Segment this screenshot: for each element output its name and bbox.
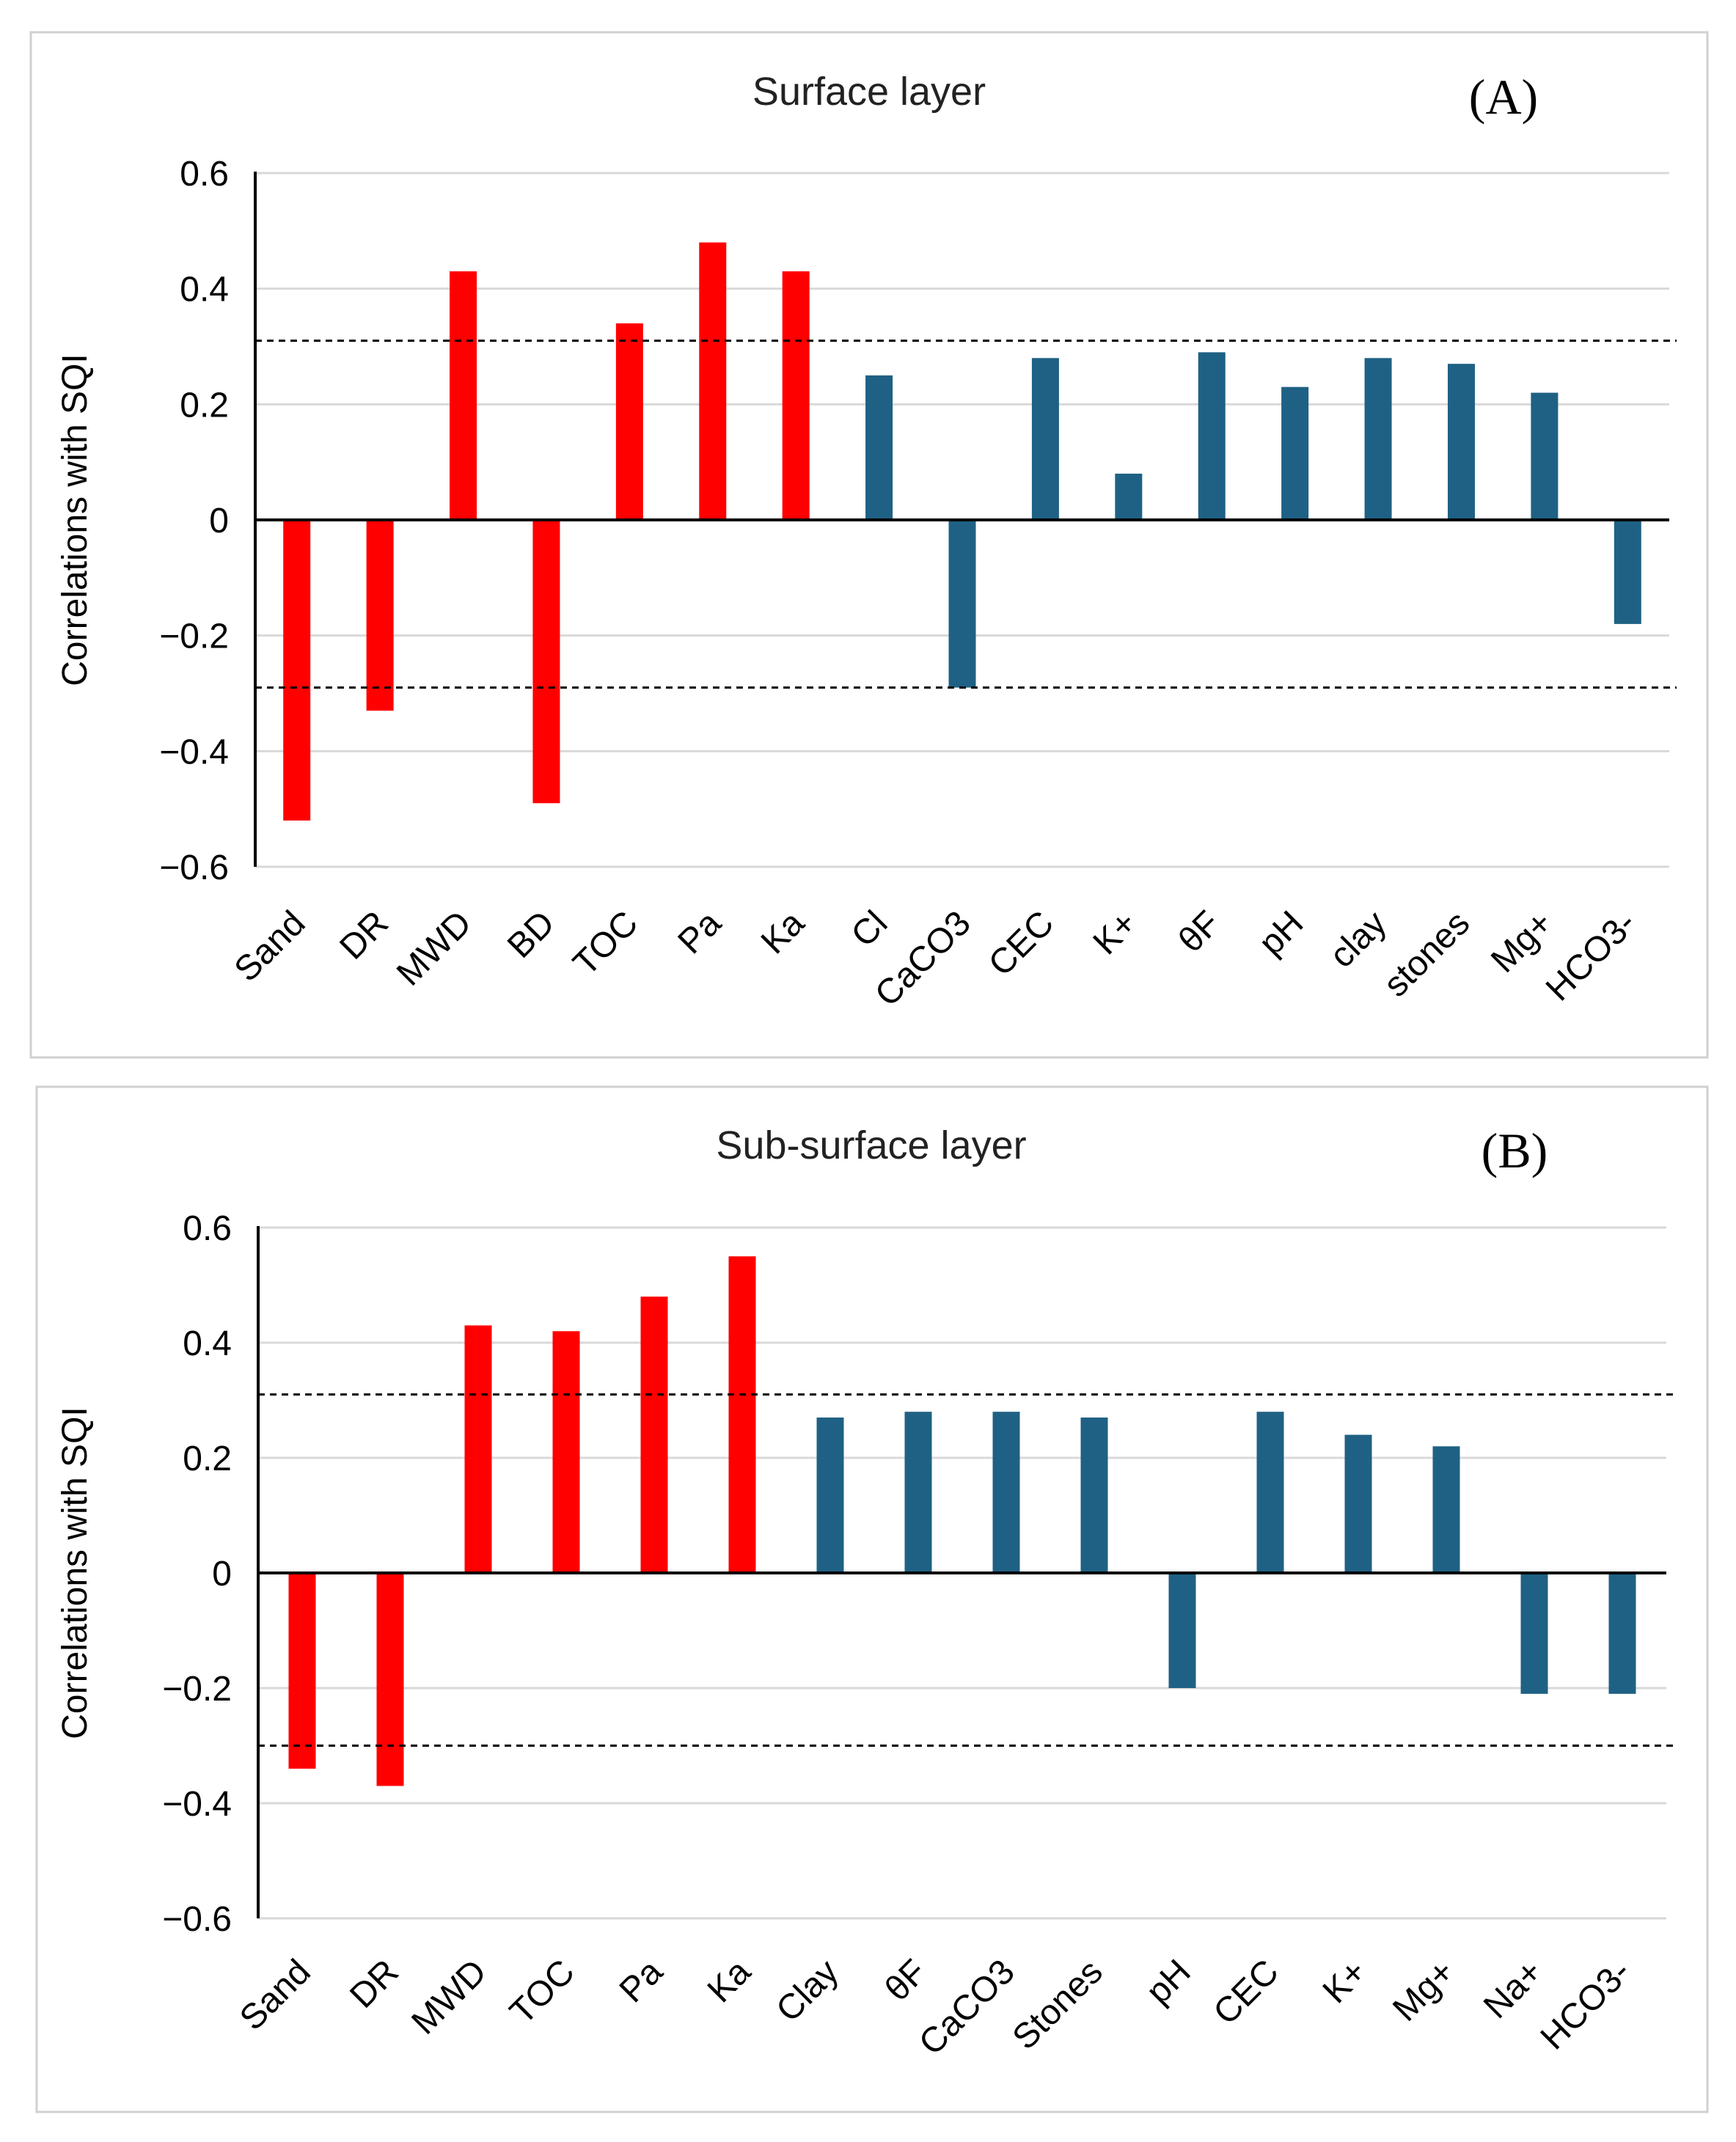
y-tick-label: 0.2 [183, 1439, 232, 1478]
bar-pH [1168, 1573, 1196, 1688]
bar-K+ [1115, 473, 1143, 520]
bar-Na+ [1520, 1573, 1548, 1694]
bar-θF [904, 1412, 932, 1573]
y-axis-label: Correlations with SQI [56, 353, 95, 686]
bar-DR [366, 520, 394, 711]
y-tick-label: −0.2 [159, 617, 229, 656]
bar-Sand [288, 1573, 316, 1769]
panel-label: (B) [1482, 1123, 1548, 1178]
bar-K+ [1344, 1434, 1372, 1573]
bar-pH [1281, 386, 1309, 520]
y-tick-label: 0.2 [180, 386, 229, 425]
y-tick-label: 0.4 [180, 271, 229, 309]
bar-CEC [1256, 1412, 1284, 1573]
bar-TOC [615, 323, 643, 520]
bar-CaCO3 [948, 520, 976, 688]
y-axis-label: Correlations with SQI [56, 1406, 95, 1739]
chart-frame [29, 31, 1709, 1059]
bar-Ka [782, 271, 810, 520]
bar-Sand [283, 520, 311, 821]
chart-title: Surface layer [752, 70, 986, 114]
bar-clay [1364, 358, 1392, 520]
y-tick-label: −0.6 [159, 848, 229, 887]
panel-label: (A) [1469, 69, 1538, 125]
bar-θF [1198, 352, 1226, 520]
y-tick-label: −0.4 [159, 733, 229, 771]
bar-Pa [699, 242, 727, 520]
bar-CaCO3 [992, 1412, 1020, 1573]
bar-Mg+ [1531, 392, 1559, 520]
bar-MWD [464, 1325, 492, 1573]
bar-DR [376, 1573, 404, 1786]
bar-Stones [1080, 1417, 1108, 1573]
bar-TOC [552, 1331, 580, 1573]
bar-Clay [816, 1417, 844, 1573]
bar-BD [532, 520, 560, 804]
bar-HCO3- [1608, 1573, 1636, 1694]
y-tick-label: −0.6 [162, 1900, 232, 1939]
y-tick-label: −0.4 [162, 1785, 232, 1824]
chart-title: Sub-surface layer [716, 1123, 1026, 1167]
y-tick-label: 0 [209, 502, 229, 540]
bar-HCO3- [1614, 520, 1641, 624]
bar-CEC [1031, 358, 1059, 520]
bar-Mg+ [1432, 1446, 1460, 1573]
y-tick-label: 0.6 [183, 1209, 232, 1248]
y-tick-label: 0.4 [183, 1324, 232, 1363]
bar-MWD [450, 271, 477, 520]
bar-Cl [865, 375, 893, 520]
y-tick-label: 0.6 [180, 155, 229, 194]
bar-stones [1447, 364, 1475, 520]
y-tick-label: −0.2 [162, 1670, 232, 1709]
bar-Ka [728, 1256, 756, 1573]
y-tick-label: 0 [212, 1555, 232, 1593]
bar-Pa [640, 1296, 668, 1573]
